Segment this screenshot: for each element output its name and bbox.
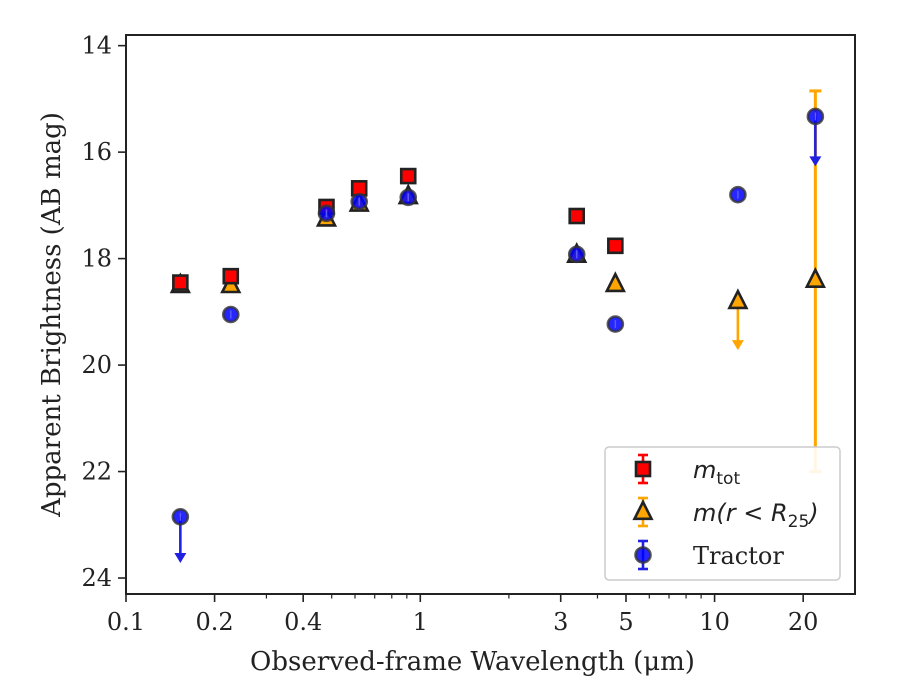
data-point-circle bbox=[171, 508, 190, 564]
legend-label: m(r < R25) bbox=[693, 499, 819, 532]
data-point-circle bbox=[806, 107, 825, 167]
series-layer bbox=[169, 89, 826, 564]
legend-box bbox=[604, 446, 841, 581]
data-point-circle bbox=[350, 192, 368, 211]
legend-label-sub: 25 bbox=[788, 512, 810, 532]
x-tick-label: 1 bbox=[413, 608, 428, 636]
data-point-triangle bbox=[804, 267, 826, 288]
legend-label-tail: ) bbox=[807, 499, 818, 527]
x-tick-label: 10 bbox=[699, 608, 730, 636]
data-point-circle bbox=[606, 315, 625, 333]
x-tick-label: 0.4 bbox=[284, 608, 322, 636]
axis-labels: Observed-frame Wavelength (μm) Apparent B… bbox=[37, 112, 695, 677]
data-point-square bbox=[222, 267, 240, 285]
data-point-circle bbox=[221, 305, 240, 324]
y-tick-label: 16 bbox=[81, 138, 112, 166]
y-tick-label: 14 bbox=[81, 32, 112, 60]
y-tick-label: 22 bbox=[81, 458, 112, 486]
series-triangle bbox=[169, 183, 826, 351]
x-tick-label: 3 bbox=[553, 608, 568, 636]
legend-label-sub: tot bbox=[716, 469, 740, 489]
x-tick-label: 0.1 bbox=[107, 608, 145, 636]
data-point-circle bbox=[567, 245, 586, 264]
data-point-triangle bbox=[604, 271, 626, 293]
y-tick-label: 20 bbox=[81, 351, 112, 379]
x-tick-label: 0.2 bbox=[196, 608, 234, 636]
legend-label: mtot bbox=[693, 456, 740, 489]
legend-entry: Tractor bbox=[634, 539, 784, 571]
y-axis-label: Apparent Brightness (AB mag) bbox=[37, 112, 67, 518]
legend: mtot m(r < R25) Tractor bbox=[604, 446, 841, 581]
x-tick-label: 20 bbox=[788, 608, 819, 636]
series-square bbox=[172, 167, 624, 291]
data-point-square bbox=[607, 237, 624, 255]
series-circle bbox=[171, 107, 825, 564]
data-point-circle bbox=[729, 185, 747, 204]
data-point-circle bbox=[317, 204, 336, 223]
data-point-square bbox=[568, 207, 586, 225]
ticks: 0.1 0.2 0.4 1 3 5 10 20 14 16 18 20 22 24 bbox=[81, 32, 818, 636]
plot-frame bbox=[125, 34, 856, 595]
legend-label: Tractor bbox=[693, 542, 784, 570]
y-tick-label: 24 bbox=[81, 564, 112, 592]
data-point-square bbox=[399, 167, 417, 185]
x-tick-label: 5 bbox=[618, 608, 633, 636]
legend-entry: m(r < R25) bbox=[632, 496, 819, 532]
legend-entry: mtot bbox=[634, 453, 740, 489]
data-point-triangle bbox=[727, 288, 749, 351]
y-tick-label: 18 bbox=[81, 245, 112, 273]
data-point-circle bbox=[399, 188, 418, 207]
legend-label-base: m(r < R bbox=[693, 499, 788, 527]
data-point-square bbox=[172, 274, 189, 291]
legend-label-base: m bbox=[693, 456, 716, 484]
x-axis-label: Observed-frame Wavelength (μm) bbox=[250, 647, 695, 677]
